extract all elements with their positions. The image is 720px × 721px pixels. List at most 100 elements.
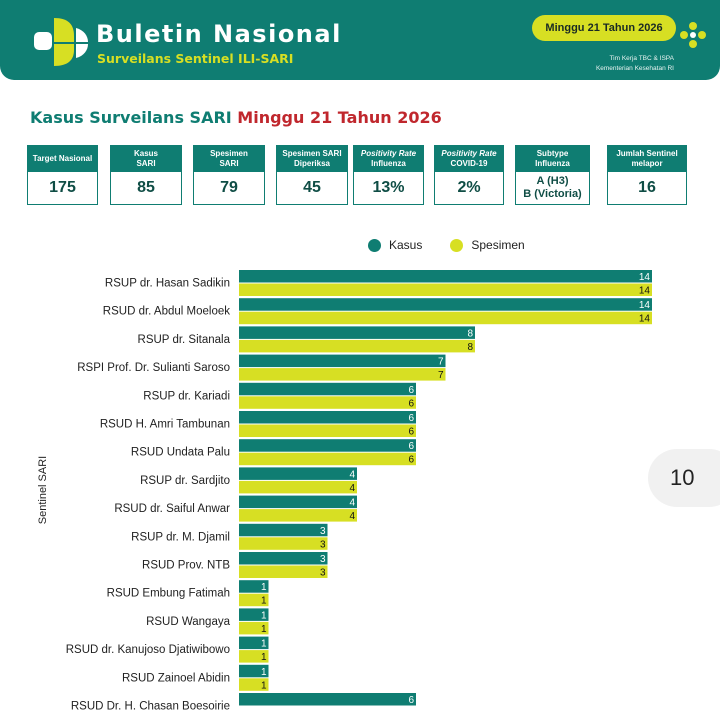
legend-item-kasus[interactable]: Kasus <box>368 238 422 252</box>
category-label: RSUD dr. Saiful Anwar <box>114 503 230 515</box>
kemenkes-logo-icon <box>34 18 88 66</box>
bar-spesimen <box>239 650 269 663</box>
bar-spesimen <box>239 424 416 437</box>
bar-spesimen <box>239 452 416 466</box>
data-label: 1 <box>261 680 267 691</box>
legend-swatch-kasus <box>368 238 381 252</box>
data-label: 4 <box>349 469 355 480</box>
card-positivity-influenza: Positivity Rate Influenza 13% <box>353 145 424 205</box>
data-label: 6 <box>408 427 414 438</box>
section-title: Kasus Surveilans SARI Minggu 21 Tahun 20… <box>30 108 442 127</box>
card-label-line2: Influenza <box>371 159 406 168</box>
card-label-line2: SARI <box>219 159 239 168</box>
bar-spesimen <box>239 537 328 550</box>
header-banner: Buletin Nasional Surveilans Sentinel ILI… <box>0 0 720 80</box>
bar-kasus <box>239 693 416 706</box>
category-label: RSUP dr. Hasan Sadikin <box>105 278 230 290</box>
data-label: 3 <box>320 539 326 550</box>
card-value: 85 <box>137 179 155 196</box>
data-label: 1 <box>261 667 267 678</box>
bar-spesimen <box>239 283 652 296</box>
data-label: 3 <box>320 568 326 579</box>
category-label: RSUD dr. Abdul Moeloek <box>103 306 230 318</box>
bar-kasus <box>239 636 269 650</box>
y-axis-label: Sentinel SARI <box>37 456 49 524</box>
card-jumlah-sentinel: Jumlah Sentinel melapor 16 <box>607 145 687 205</box>
bar-spesimen <box>239 509 357 522</box>
bar-kasus <box>239 580 269 593</box>
data-label: 4 <box>349 483 355 494</box>
data-label: 7 <box>438 357 444 368</box>
data-label: 1 <box>261 652 267 663</box>
category-label: RSUD Wangaya <box>146 616 231 628</box>
bar-kasus <box>239 411 416 424</box>
bar-spesimen <box>239 621 269 635</box>
data-label: 14 <box>639 300 651 311</box>
data-label: 1 <box>261 582 267 593</box>
category-label: RSPI Prof. Dr. Sulianti Saroso <box>77 362 230 374</box>
data-label: 8 <box>467 328 473 339</box>
data-label: 4 <box>349 511 355 522</box>
category-label: RSUP dr. M. Djamil <box>131 531 230 543</box>
card-subtype-influenza: Subtype Influenza A (H3) B (Victoria) <box>515 145 590 205</box>
category-label: RSUD Prov. NTB <box>142 560 230 572</box>
legend-label-kasus: Kasus <box>389 238 423 252</box>
card-value: 175 <box>49 179 76 196</box>
data-label: 14 <box>639 286 651 297</box>
data-label: 1 <box>261 610 267 621</box>
bar-spesimen <box>239 339 475 353</box>
bar-spesimen <box>239 480 357 494</box>
week-badge: Minggu 21 Tahun 2026 <box>532 15 676 41</box>
bar-spesimen <box>239 368 446 381</box>
card-label-line1: Positivity Rate <box>360 149 417 158</box>
card-value-line1: A (H3) <box>536 175 569 187</box>
card-label-line1: Spesimen SARI <box>282 149 342 158</box>
bar-kasus <box>239 467 357 480</box>
card-label-line1: Jumlah Sentinel <box>616 149 678 158</box>
data-label: 6 <box>408 455 414 466</box>
card-label-line2: melapor <box>631 159 663 168</box>
data-label: 6 <box>408 385 414 396</box>
data-label: 1 <box>261 596 267 607</box>
legend-label-spesimen: Spesimen <box>471 238 525 252</box>
card-value: 79 <box>220 179 238 196</box>
data-label: 14 <box>639 272 651 283</box>
category-label: RSUD dr. Kanujoso Djatiwibowo <box>66 644 230 656</box>
legend-item-spesimen[interactable]: Spesimen <box>450 238 525 252</box>
data-label: 8 <box>467 342 473 353</box>
bulletin-subtitle: Surveilans Sentinel ILI-SARI <box>97 51 294 66</box>
card-value: 2% <box>457 179 481 196</box>
card-label-line1: Subtype <box>536 149 569 158</box>
card-value: A (H3) B (Victoria) <box>516 172 589 204</box>
data-label: 6 <box>408 413 414 424</box>
card-label-line2: SARI <box>136 159 156 168</box>
bar-kasus <box>239 523 328 537</box>
card-value-line2: B (Victoria) <box>523 188 582 200</box>
card-label-line2: Diperiksa <box>293 159 331 168</box>
card-label-line2: COVID-19 <box>450 159 488 168</box>
bar-spesimen <box>239 396 416 409</box>
category-label: RSUP dr. Sitanala <box>138 334 231 346</box>
card-label-line1: Spesimen <box>210 149 248 158</box>
data-label: 6 <box>408 441 414 452</box>
bar-kasus <box>239 608 269 621</box>
data-label: 4 <box>349 498 355 509</box>
bar-kasus <box>239 552 328 565</box>
card-value: 13% <box>372 179 405 196</box>
bar-kasus <box>239 354 446 368</box>
category-label: RSUP dr. Sardjito <box>140 475 230 487</box>
data-label: 6 <box>408 398 414 409</box>
category-label: RSUD Dr. H. Chasan Boesoirie <box>71 701 230 713</box>
card-target-nasional: Target Nasional 175 <box>27 145 98 205</box>
chart-legend: Kasus Spesimen <box>368 238 525 252</box>
card-spesimen-sari: Spesimen SARI 79 <box>193 145 265 205</box>
bar-kasus <box>239 439 416 452</box>
bakti-husada-emblem-icon <box>680 22 706 48</box>
card-label: Target Nasional <box>32 154 93 163</box>
data-label: 3 <box>320 554 326 565</box>
bar-kasus <box>239 298 652 311</box>
data-label: 1 <box>261 639 267 650</box>
legend-swatch-spesimen <box>450 238 464 252</box>
bar-kasus <box>239 326 475 339</box>
team-line-1: Tim Kerja TBC & ISPA <box>609 55 674 62</box>
